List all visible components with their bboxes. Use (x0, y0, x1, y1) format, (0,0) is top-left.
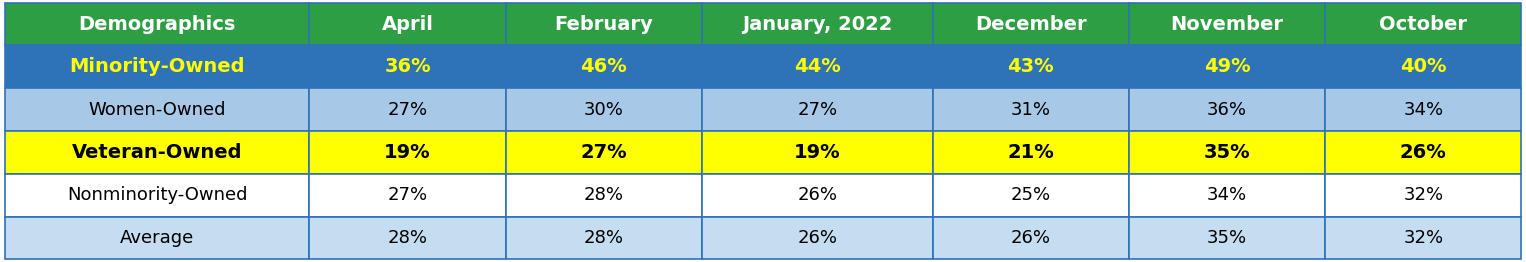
Text: 21%: 21% (1007, 143, 1054, 162)
FancyBboxPatch shape (702, 88, 932, 131)
Text: 26%: 26% (1010, 229, 1051, 247)
FancyBboxPatch shape (505, 88, 702, 131)
Text: 34%: 34% (1404, 101, 1444, 119)
FancyBboxPatch shape (702, 217, 932, 259)
Text: 19%: 19% (385, 143, 430, 162)
Text: December: December (975, 14, 1087, 34)
Text: Nonminority-Owned: Nonminority-Owned (67, 186, 247, 204)
Text: 43%: 43% (1007, 57, 1054, 76)
Text: 27%: 27% (797, 101, 838, 119)
Text: 44%: 44% (794, 57, 841, 76)
Text: April: April (382, 14, 433, 34)
Text: February: February (554, 14, 653, 34)
Text: 49%: 49% (1204, 57, 1250, 76)
FancyBboxPatch shape (1325, 217, 1521, 259)
FancyBboxPatch shape (932, 3, 1129, 45)
FancyBboxPatch shape (1325, 45, 1521, 88)
Text: 26%: 26% (797, 186, 838, 204)
FancyBboxPatch shape (505, 174, 702, 217)
Text: 35%: 35% (1207, 229, 1247, 247)
FancyBboxPatch shape (5, 45, 310, 88)
Text: 28%: 28% (388, 229, 427, 247)
Text: 25%: 25% (1010, 186, 1051, 204)
FancyBboxPatch shape (505, 217, 702, 259)
Text: 26%: 26% (1399, 143, 1447, 162)
FancyBboxPatch shape (1129, 217, 1325, 259)
FancyBboxPatch shape (310, 131, 505, 174)
Text: 46%: 46% (580, 57, 627, 76)
FancyBboxPatch shape (1325, 174, 1521, 217)
Text: October: October (1380, 14, 1468, 34)
FancyBboxPatch shape (505, 131, 702, 174)
FancyBboxPatch shape (5, 3, 310, 45)
Text: 40%: 40% (1399, 57, 1447, 76)
Text: 36%: 36% (1207, 101, 1247, 119)
Text: 27%: 27% (580, 143, 627, 162)
FancyBboxPatch shape (505, 3, 702, 45)
FancyBboxPatch shape (505, 45, 702, 88)
FancyBboxPatch shape (1129, 131, 1325, 174)
FancyBboxPatch shape (5, 217, 310, 259)
FancyBboxPatch shape (932, 131, 1129, 174)
FancyBboxPatch shape (310, 217, 505, 259)
FancyBboxPatch shape (932, 174, 1129, 217)
FancyBboxPatch shape (310, 88, 505, 131)
FancyBboxPatch shape (310, 174, 505, 217)
Text: 27%: 27% (388, 186, 427, 204)
Text: 28%: 28% (584, 186, 624, 204)
Text: 34%: 34% (1207, 186, 1247, 204)
FancyBboxPatch shape (310, 45, 505, 88)
FancyBboxPatch shape (1129, 3, 1325, 45)
FancyBboxPatch shape (1129, 88, 1325, 131)
Text: 28%: 28% (584, 229, 624, 247)
FancyBboxPatch shape (5, 174, 310, 217)
FancyBboxPatch shape (1129, 174, 1325, 217)
Text: January, 2022: January, 2022 (742, 14, 893, 34)
FancyBboxPatch shape (702, 45, 932, 88)
Text: Demographics: Demographics (78, 14, 235, 34)
FancyBboxPatch shape (1325, 88, 1521, 131)
FancyBboxPatch shape (5, 131, 310, 174)
FancyBboxPatch shape (932, 217, 1129, 259)
Text: 31%: 31% (1010, 101, 1051, 119)
FancyBboxPatch shape (1325, 3, 1521, 45)
FancyBboxPatch shape (932, 88, 1129, 131)
FancyBboxPatch shape (1129, 45, 1325, 88)
Text: Veteran-Owned: Veteran-Owned (72, 143, 243, 162)
FancyBboxPatch shape (702, 174, 932, 217)
Text: 36%: 36% (385, 57, 430, 76)
Text: 35%: 35% (1204, 143, 1250, 162)
Text: 19%: 19% (794, 143, 841, 162)
Text: 32%: 32% (1404, 229, 1444, 247)
Text: November: November (1170, 14, 1283, 34)
Text: Minority-Owned: Minority-Owned (69, 57, 244, 76)
FancyBboxPatch shape (5, 88, 310, 131)
Text: 32%: 32% (1404, 186, 1444, 204)
Text: 27%: 27% (388, 101, 427, 119)
Text: Average: Average (121, 229, 194, 247)
FancyBboxPatch shape (1325, 131, 1521, 174)
FancyBboxPatch shape (702, 131, 932, 174)
FancyBboxPatch shape (932, 45, 1129, 88)
Text: Women-Owned: Women-Owned (89, 101, 226, 119)
FancyBboxPatch shape (702, 3, 932, 45)
Text: 30%: 30% (584, 101, 624, 119)
Text: 26%: 26% (797, 229, 838, 247)
FancyBboxPatch shape (310, 3, 505, 45)
